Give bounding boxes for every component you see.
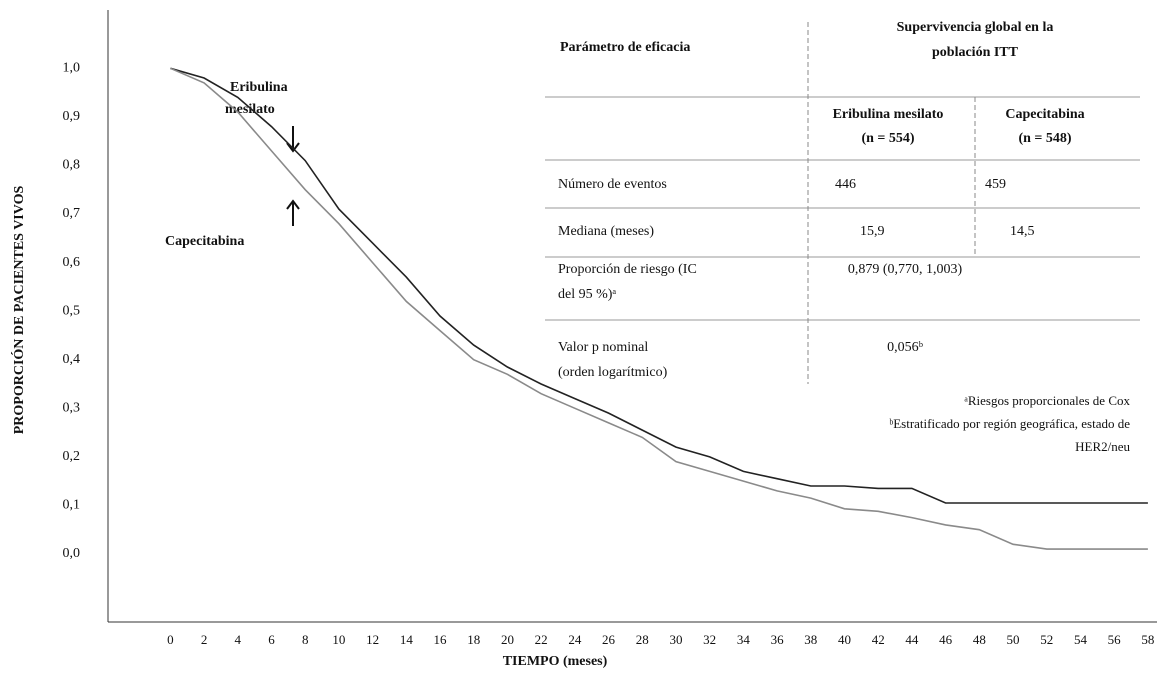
y-tick-label: 0,6 [63, 255, 81, 270]
x-tick-label: 46 [939, 632, 953, 647]
x-tick-label: 42 [872, 632, 885, 647]
y-tick-label: 0,3 [63, 401, 81, 416]
table-text: Valor p nominal [558, 340, 648, 355]
x-tick-label: 14 [400, 632, 414, 647]
x-tick-label: 30 [669, 632, 682, 647]
survival-curve [170, 67, 1148, 504]
x-tick-label: 18 [467, 632, 480, 647]
x-tick-label: 0 [167, 632, 174, 647]
x-tick-label: 52 [1040, 632, 1053, 647]
arrow [286, 126, 300, 153]
x-tick-label: 24 [568, 632, 582, 647]
table-text: Capecitabina [1005, 107, 1084, 122]
x-axis-title: TIEMPO (meses) [503, 654, 608, 669]
x-tick-label: 36 [771, 632, 785, 647]
x-tick-label: 48 [973, 632, 986, 647]
x-tick-label: 40 [838, 632, 851, 647]
x-tick-label: 6 [268, 632, 275, 647]
table-text: Proporción de riesgo (IC [558, 262, 697, 277]
table-text: 0,056ᵇ [887, 340, 924, 355]
table-text: (n = 554) [861, 131, 914, 146]
table-text: Parámetro de eficacia [560, 40, 690, 55]
table-text: (n = 548) [1018, 131, 1071, 146]
footnote: HER2/neu [1075, 439, 1130, 454]
y-tick-label: 0,5 [63, 303, 81, 318]
annotation: Eribulina [230, 80, 288, 95]
x-tick-label: 34 [737, 632, 751, 647]
x-tick-label: 26 [602, 632, 616, 647]
x-tick-label: 8 [302, 632, 309, 647]
y-tick-label: 0,2 [63, 449, 81, 464]
table-text: del 95 %)ᵃ [558, 287, 616, 302]
x-tick-label: 38 [804, 632, 817, 647]
x-tick-label: 44 [905, 632, 919, 647]
survival-curve [170, 67, 1148, 550]
x-tick-label: 16 [434, 632, 448, 647]
table-text: 459 [985, 177, 1006, 192]
x-tick-label: 2 [201, 632, 208, 647]
table-text: población ITT [932, 45, 1019, 60]
table-text: 446 [835, 177, 856, 192]
annotation: mesilato [225, 102, 275, 117]
arrow [286, 199, 300, 226]
x-tick-label: 32 [703, 632, 716, 647]
table-text: 14,5 [1010, 224, 1035, 239]
table-text: Eribulina mesilato [833, 107, 944, 122]
x-tick-label: 20 [501, 632, 514, 647]
y-tick-label: 0,9 [63, 109, 81, 124]
y-tick-label: 0,7 [63, 206, 81, 221]
table: Parámetro de eficacia Supervivencia globa… [545, 20, 1140, 384]
x-tick-label: 56 [1108, 632, 1122, 647]
table-text: Mediana (meses) [558, 224, 654, 239]
y-axis-title: PROPORCIÓN DE PACIENTES VIVOS [10, 186, 27, 435]
y-tick-label: 0,0 [63, 546, 81, 561]
table-text: Supervivencia global en la [897, 20, 1054, 35]
y-tick-label: 0,1 [63, 498, 81, 513]
x-tick-label: 54 [1074, 632, 1088, 647]
footnote: ᵇEstratificado por región geográfica, es… [889, 416, 1130, 431]
x-tick-label: 58 [1141, 632, 1154, 647]
table-text: 0,879 (0,770, 1,003) [848, 262, 963, 277]
annotation: Capecitabina [165, 234, 244, 249]
y-tick-label: 1,0 [63, 61, 81, 76]
x-tick-label: 10 [332, 632, 345, 647]
table-text: (orden logarítmico) [558, 365, 668, 380]
x-tick-label: 12 [366, 632, 379, 647]
y-tick-label: 0,4 [63, 352, 81, 367]
x-tick-label: 28 [636, 632, 649, 647]
footnote: ᵃRiesgos proporcionales de Cox [964, 393, 1130, 408]
x-tick-label: 50 [1007, 632, 1020, 647]
table-text: Número de eventos [558, 177, 667, 192]
table-text: 15,9 [860, 224, 885, 239]
y-tick-label: 0,8 [63, 158, 81, 173]
x-tick-label: 4 [235, 632, 242, 647]
x-tick-label: 22 [535, 632, 548, 647]
